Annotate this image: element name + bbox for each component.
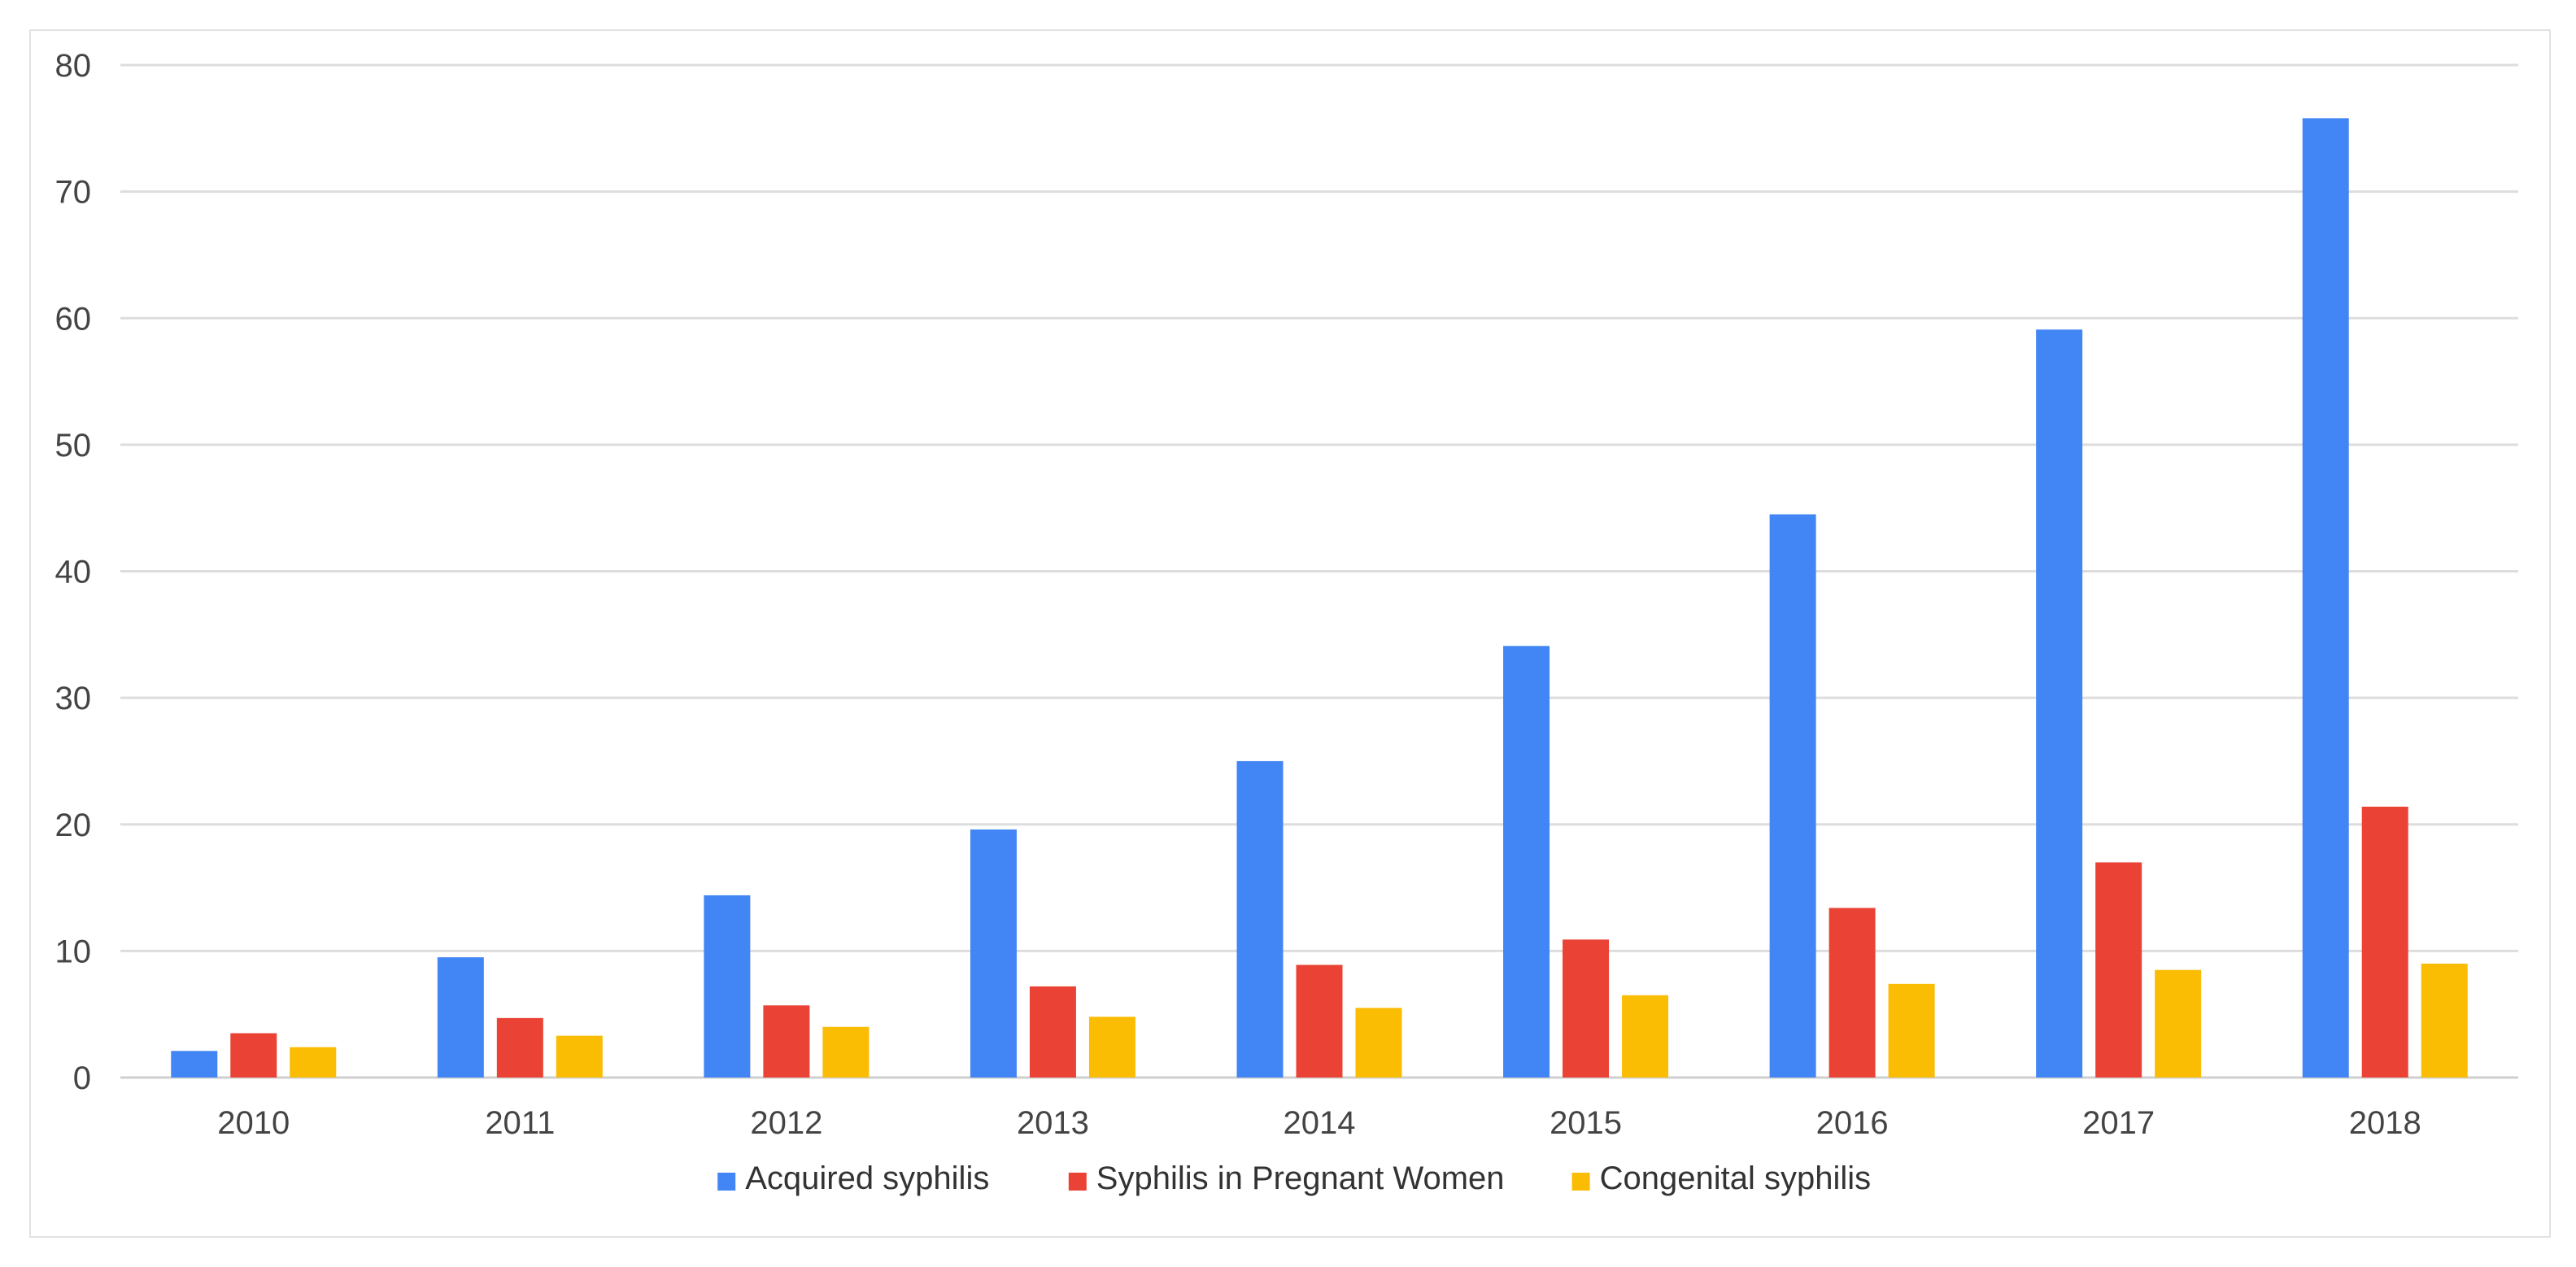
y-axis: 0 10 20 30 40 50 60 70 80: [55, 48, 92, 1096]
x-tick-label: 2015: [1550, 1105, 1622, 1141]
bar-congenital-syphilis-2010: [290, 1047, 337, 1078]
bar-acquired-syphilis-2015: [1503, 646, 1550, 1078]
bar-syphilis-in-pregnant-women-2013: [1029, 986, 1076, 1078]
bar-acquired-syphilis-2010: [171, 1051, 218, 1078]
bar-acquired-syphilis-2013: [970, 829, 1017, 1078]
gridlines: [120, 63, 2518, 1079]
bar-congenital-syphilis-2012: [822, 1026, 870, 1078]
bar-syphilis-in-pregnant-women-2014: [1296, 964, 1343, 1078]
bar-syphilis-in-pregnant-women-2015: [1563, 939, 1610, 1078]
bar-congenital-syphilis-2016: [1888, 983, 1935, 1078]
y-tick-label: 30: [55, 681, 92, 716]
bar-syphilis-in-pregnant-women-2016: [1828, 908, 1876, 1078]
legend-swatch: [1571, 1173, 1590, 1191]
x-tick-label: 2014: [1284, 1105, 1356, 1141]
legend: Acquired syphilis Syphilis in Pregnant Wo…: [717, 1160, 1871, 1196]
bar-congenital-syphilis-2014: [1355, 1008, 1402, 1078]
legend-label: Acquired syphilis: [745, 1160, 989, 1196]
bar-congenital-syphilis-2017: [2155, 969, 2202, 1078]
legend-item: Acquired syphilis: [717, 1160, 989, 1196]
legend-swatch: [717, 1173, 736, 1191]
x-tick-label: 2017: [2082, 1105, 2155, 1141]
bar-congenital-syphilis-2015: [1622, 995, 1669, 1078]
legend-label: Syphilis in Pregnant Women: [1096, 1160, 1505, 1196]
x-tick-label: 2010: [217, 1105, 290, 1141]
y-tick-label: 60: [55, 301, 92, 337]
bar-congenital-syphilis-2013: [1088, 1017, 1135, 1078]
y-tick-label: 50: [55, 428, 92, 464]
y-tick-label: 40: [55, 555, 92, 590]
y-tick-label: 80: [55, 48, 92, 84]
bar-acquired-syphilis-2017: [2036, 329, 2083, 1078]
x-tick-label: 2012: [750, 1105, 822, 1141]
bars: [171, 118, 2468, 1078]
y-tick-label: 20: [55, 808, 92, 843]
bar-congenital-syphilis-2011: [556, 1035, 603, 1078]
legend-swatch: [1068, 1173, 1087, 1191]
bar-acquired-syphilis-2012: [704, 895, 751, 1078]
x-tick-label: 2016: [1816, 1105, 1889, 1141]
x-axis: 2010 2011 2012 2013 2014 2015 2016 2017 2018: [217, 1105, 2421, 1141]
bar-acquired-syphilis-2016: [1769, 514, 1816, 1078]
bar-acquired-syphilis-2014: [1236, 760, 1284, 1078]
bar-syphilis-in-pregnant-women-2010: [230, 1033, 277, 1078]
y-tick-label: 0: [73, 1060, 91, 1096]
bar-syphilis-in-pregnant-women-2017: [2095, 862, 2142, 1078]
bar-congenital-syphilis-2018: [2421, 963, 2468, 1078]
y-tick-label: 10: [55, 934, 92, 969]
legend-label: Congenital syphilis: [1600, 1160, 1872, 1196]
x-tick-label: 2013: [1017, 1105, 1089, 1141]
legend-item: Syphilis in Pregnant Women: [1068, 1160, 1505, 1196]
bar-syphilis-in-pregnant-women-2011: [496, 1017, 543, 1078]
bar-acquired-syphilis-2018: [2302, 118, 2349, 1078]
x-tick-label: 2018: [2349, 1105, 2421, 1141]
legend-item: Congenital syphilis: [1571, 1160, 1872, 1196]
bar-acquired-syphilis-2011: [437, 957, 484, 1078]
bar-syphilis-in-pregnant-women-2012: [763, 1005, 810, 1078]
bar-syphilis-in-pregnant-women-2018: [2361, 806, 2408, 1078]
y-tick-label: 70: [55, 175, 92, 211]
x-tick-label: 2011: [485, 1105, 555, 1141]
